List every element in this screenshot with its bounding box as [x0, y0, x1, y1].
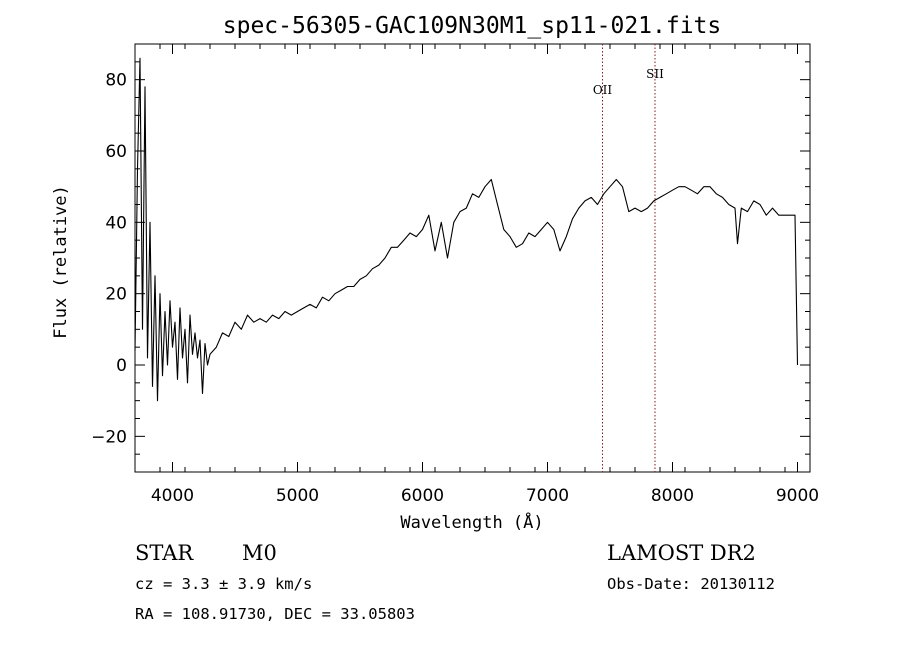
spectrum-line — [134, 57, 799, 402]
survey-label: LAMOST DR2 — [607, 541, 756, 565]
x-tick-label: 8000 — [651, 486, 694, 506]
subclass-label: M0 — [242, 541, 277, 565]
y-tick-label: 20 — [105, 285, 127, 305]
reference-line-label: OII — [593, 83, 613, 97]
x-axis-ticks: 4000 5000 6000 7000 8000 9000 — [134, 44, 819, 506]
y-tick-label: 0 — [116, 356, 127, 376]
chart-title: spec-56305-GAC109N30M1_sp11-021.fits — [223, 13, 722, 39]
y-tick-label: 40 — [105, 213, 127, 233]
x-tick-label: 4000 — [151, 486, 194, 506]
cz-text: cz = 3.3 ± 3.9 km/s — [135, 575, 312, 593]
y-tick-label: 60 — [105, 142, 127, 162]
y-tick-label: 80 — [105, 71, 127, 91]
x-tick-label: 5000 — [276, 486, 319, 506]
reference-line-label: SII — [646, 67, 664, 81]
x-tick-label: 7000 — [526, 486, 569, 506]
y-axis-ticks: −20 0 20 40 60 80 — [91, 43, 810, 473]
reference-lines: OII SII — [593, 44, 664, 472]
x-axis-label: Wavelength (Å) — [400, 511, 543, 533]
plot-frame — [134, 43, 811, 473]
y-axis-label: Flux (relative) — [51, 185, 71, 339]
class-label: STAR — [135, 541, 194, 565]
coords-text: RA = 108.91730, DEC = 33.05803 — [135, 605, 415, 623]
y-tick-label: −20 — [91, 427, 127, 447]
x-tick-label: 6000 — [401, 486, 444, 506]
obs-date: Obs-Date: 20130112 — [607, 575, 775, 593]
x-tick-label: 9000 — [776, 486, 819, 506]
